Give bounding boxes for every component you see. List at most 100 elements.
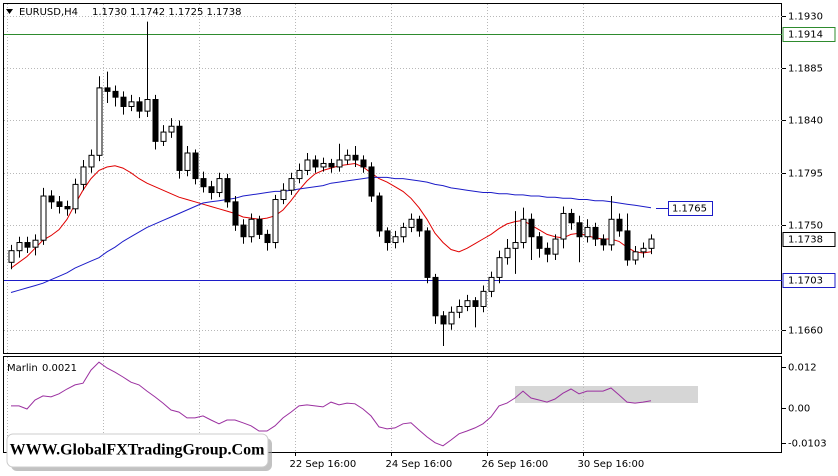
candle-body bbox=[304, 159, 311, 171]
level-label-box bbox=[782, 273, 836, 288]
candle-body bbox=[496, 257, 503, 278]
candle-body bbox=[192, 152, 199, 180]
menu-triangle bbox=[6, 9, 13, 14]
x-tick-label: 22 Sep 16:00 bbox=[290, 459, 357, 470]
symbol-title: EURUSD,H4 bbox=[19, 7, 78, 18]
x-tick-label: 26 Sep 16:00 bbox=[482, 459, 549, 470]
candle-body bbox=[560, 212, 567, 240]
y-tick-label: 1.1750 bbox=[788, 221, 823, 232]
candle-body bbox=[104, 87, 111, 92]
indicator-y-tick-label: -0.0103 bbox=[788, 439, 827, 450]
candle-body bbox=[120, 96, 127, 107]
indicator-line bbox=[11, 361, 652, 447]
candle-body bbox=[608, 218, 615, 246]
candle-body bbox=[64, 205, 71, 210]
candle-body bbox=[176, 125, 183, 171]
ma-label: 1.1765 bbox=[672, 204, 707, 215]
candle-body bbox=[504, 247, 511, 259]
candle-body bbox=[128, 101, 135, 107]
candle-body bbox=[568, 212, 575, 224]
candle-body bbox=[336, 159, 343, 168]
candle-body bbox=[152, 99, 159, 142]
plot-layer: 1.1930 1.1885 1.1840 1.1795 1.1750 1.1660 22 S… bbox=[4, 4, 836, 470]
candle-body bbox=[208, 186, 215, 194]
candle-body bbox=[160, 131, 167, 142]
candle-body bbox=[448, 311, 455, 325]
candle-body bbox=[592, 226, 599, 240]
indicator-y-tick-label: 0.00 bbox=[788, 404, 810, 415]
indicator-panel-frame bbox=[3, 356, 782, 453]
candle-body bbox=[432, 276, 439, 317]
candle-body bbox=[328, 162, 335, 168]
candle-body bbox=[200, 178, 207, 188]
x-tick-label: 24 Sep 16:00 bbox=[386, 459, 453, 470]
candle-body bbox=[264, 233, 271, 244]
watermark: WWW.GlobalFXTradingGroup.Com bbox=[6, 433, 272, 471]
candle-body bbox=[368, 166, 375, 197]
candle-body bbox=[648, 238, 655, 249]
candle-body bbox=[488, 276, 495, 292]
candle-body bbox=[440, 315, 447, 325]
candle-body bbox=[384, 230, 391, 244]
y-tick-label: 1.1930 bbox=[788, 12, 823, 23]
candle-body bbox=[392, 236, 399, 244]
candle-body bbox=[576, 222, 583, 238]
candle-body bbox=[312, 159, 319, 168]
candle-body bbox=[40, 195, 47, 241]
price-label: 1.1738 bbox=[788, 235, 823, 246]
candle-body bbox=[216, 178, 223, 194]
indicator-y-tick-label: 0.012 bbox=[788, 363, 817, 374]
candle-body bbox=[88, 154, 95, 168]
candle-body bbox=[616, 218, 623, 232]
candle-body bbox=[136, 101, 143, 112]
candle-body bbox=[416, 218, 423, 232]
level-label-box bbox=[782, 27, 836, 42]
candle-body bbox=[624, 230, 631, 261]
moving-average bbox=[10, 176, 652, 293]
candle-body bbox=[96, 87, 103, 156]
candle-body bbox=[24, 242, 31, 248]
candle-body bbox=[584, 226, 591, 238]
candle-body bbox=[232, 201, 239, 226]
candle-body bbox=[288, 178, 295, 191]
candle-body bbox=[280, 189, 287, 201]
candle-body bbox=[256, 218, 263, 235]
candle-body bbox=[528, 218, 535, 238]
candle-body bbox=[376, 195, 383, 232]
candle-body bbox=[32, 239, 39, 248]
candle-body bbox=[600, 238, 607, 246]
indicator-shade bbox=[515, 386, 698, 403]
indicator-value: 0.0021 bbox=[42, 363, 77, 374]
watermark-box bbox=[6, 433, 269, 468]
candle-body bbox=[480, 290, 487, 307]
candle-body bbox=[296, 169, 303, 180]
candle-body bbox=[536, 236, 543, 249]
candle-body bbox=[344, 154, 351, 161]
candle-body bbox=[272, 199, 279, 244]
candle-body bbox=[424, 230, 431, 278]
y-tick-label: 1.1795 bbox=[788, 169, 823, 180]
price-panel-frame bbox=[3, 3, 782, 354]
candle-body bbox=[320, 162, 327, 168]
candle-body bbox=[512, 242, 519, 249]
candle-body bbox=[544, 247, 551, 255]
y-tick-label: 1.1885 bbox=[788, 64, 823, 75]
indicator-name: Marlin bbox=[7, 363, 38, 374]
candle-body bbox=[240, 224, 247, 238]
candle-body bbox=[400, 226, 407, 238]
candle-body bbox=[360, 159, 367, 168]
candle-body bbox=[56, 201, 63, 207]
candle-body bbox=[184, 152, 191, 171]
candle-body bbox=[112, 90, 119, 98]
candle-body bbox=[640, 247, 647, 253]
candle-body bbox=[72, 183, 79, 210]
candle-body bbox=[8, 250, 15, 263]
candle-body bbox=[16, 242, 23, 252]
candle-body bbox=[408, 218, 415, 228]
candle-body bbox=[472, 300, 479, 307]
candle-body bbox=[352, 154, 359, 161]
candle-body bbox=[144, 99, 151, 112]
candle-body bbox=[48, 195, 55, 203]
y-tick-label: 1.1660 bbox=[788, 326, 823, 337]
